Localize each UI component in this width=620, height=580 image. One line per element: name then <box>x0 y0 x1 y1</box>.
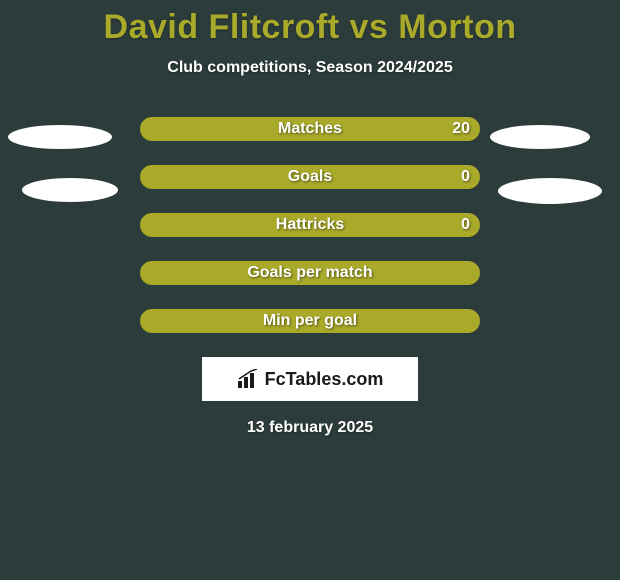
stat-row: Matches 20 <box>140 117 480 141</box>
subtitle: Club competitions, Season 2024/2025 <box>0 59 620 77</box>
decorative-oval <box>22 178 118 202</box>
logo-box: FcTables.com <box>202 357 418 401</box>
stat-rows: Matches 20 Goals 0 Hattricks 0 Goals per match… <box>0 117 620 333</box>
logo-text: FcTables.com <box>265 369 384 390</box>
date-line: 13 february 2025 <box>0 419 620 437</box>
decorative-oval <box>490 125 590 149</box>
stat-label: Min per goal <box>263 312 357 330</box>
decorative-oval <box>8 125 112 149</box>
page-title: David Flitcroft vs Morton <box>0 0 620 47</box>
decorative-oval <box>498 178 602 204</box>
stat-row: Goals per match <box>140 261 480 285</box>
bar-chart-icon <box>237 369 259 389</box>
stat-row: Min per goal <box>140 309 480 333</box>
stat-label: Goals <box>288 168 332 186</box>
stat-value: 20 <box>452 120 470 138</box>
stat-label: Goals per match <box>247 264 372 282</box>
stat-row: Hattricks 0 <box>140 213 480 237</box>
stat-label: Hattricks <box>276 216 344 234</box>
stat-label: Matches <box>278 120 342 138</box>
comparison-infographic: David Flitcroft vs Morton Club competiti… <box>0 0 620 580</box>
stat-row: Goals 0 <box>140 165 480 189</box>
stat-value: 0 <box>461 216 470 234</box>
stat-value: 0 <box>461 168 470 186</box>
